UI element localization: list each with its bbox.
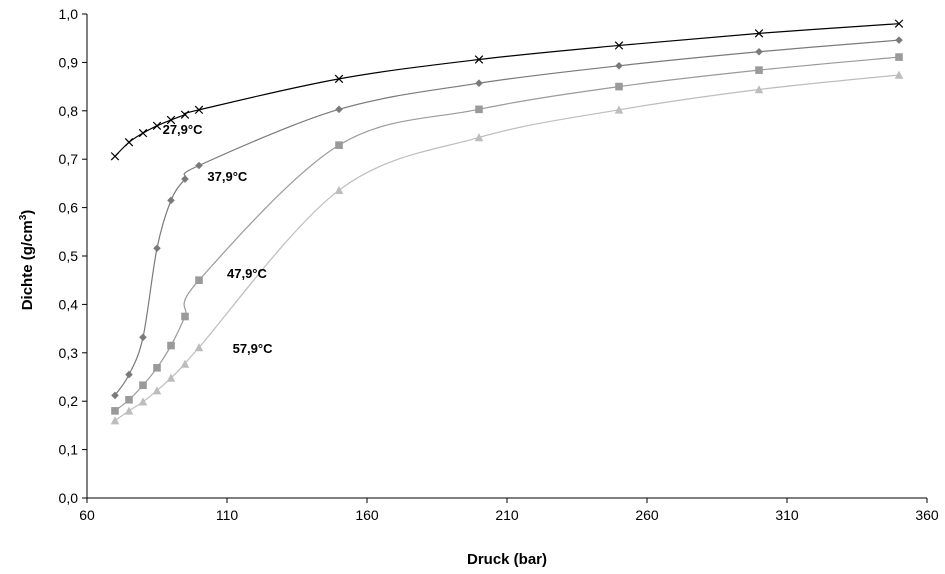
data-point-square — [153, 364, 161, 372]
data-point-square — [195, 276, 203, 284]
data-point-square — [895, 53, 903, 61]
series-line — [114, 39, 900, 396]
data-point-x-stroke — [334, 74, 344, 84]
x-tick-label: 160 — [355, 507, 379, 523]
data-point-triangle — [138, 397, 148, 406]
data-point-x — [166, 115, 176, 125]
markers — [110, 19, 904, 425]
series-label: 37,9°C — [207, 169, 248, 184]
data-point-triangle — [166, 373, 176, 382]
data-point-triangle — [194, 343, 204, 352]
x-axis-title: Druck (bar) — [467, 551, 547, 568]
data-point-x-stroke — [474, 55, 484, 64]
axes: 0,0 0,1 0,2 0,3 0,4 0,5 0,6 0,7 0,8 0,9 1,0 60 110 16… — [59, 6, 939, 523]
data-point-triangle — [152, 386, 162, 395]
y-tick-label: 0,4 — [59, 296, 79, 312]
data-point-triangle — [334, 185, 344, 194]
data-point-square — [755, 66, 763, 74]
data-point-triangle — [124, 406, 134, 415]
data-point-x — [194, 105, 204, 115]
series-line — [114, 74, 900, 422]
series-label: 47,9°C — [227, 266, 268, 281]
data-point-diamond — [111, 391, 119, 400]
data-point-x-stroke — [166, 115, 176, 125]
data-point-x — [894, 19, 904, 28]
data-point-square — [111, 407, 119, 415]
data-point-x-stroke — [194, 105, 204, 115]
series-label: 27,9°C — [163, 122, 204, 137]
data-point-square — [181, 312, 189, 321]
series-line — [114, 56, 900, 412]
data-point-x — [152, 121, 162, 131]
data-point-diamond — [755, 47, 763, 56]
data-point-triangle — [110, 416, 120, 425]
data-point-x — [180, 110, 190, 119]
data-point-x-stroke — [894, 19, 904, 28]
curves — [114, 23, 900, 422]
y-axis-title: Dichte (g/cm3) — [18, 210, 36, 311]
series-label: 57,9°C — [233, 341, 274, 356]
data-point-triangle — [894, 70, 904, 79]
data-point-triangle — [614, 105, 624, 114]
y-tick-label: 0,8 — [59, 103, 79, 119]
data-point-diamond — [139, 333, 147, 342]
data-point-x — [110, 152, 120, 161]
data-point-diamond — [195, 161, 203, 170]
data-point-diamond — [335, 105, 343, 114]
x-tick-label: 60 — [79, 507, 95, 523]
data-point-triangle — [180, 359, 190, 368]
data-point-diamond — [125, 370, 133, 379]
data-point-x — [614, 41, 624, 50]
y-tick-label: 0,0 — [59, 490, 79, 506]
y-tick-label: 0,2 — [59, 393, 79, 409]
data-point-x-stroke — [124, 138, 134, 147]
data-point-square — [615, 82, 623, 91]
data-point-triangle — [754, 85, 764, 94]
data-point-x-stroke — [754, 29, 764, 38]
data-point-square — [139, 381, 147, 390]
data-point-diamond — [615, 61, 623, 70]
data-point-square — [475, 105, 483, 114]
data-point-x — [124, 138, 134, 147]
x-tick-label: 310 — [775, 507, 799, 523]
data-point-x — [334, 74, 344, 84]
data-point-square — [335, 141, 343, 149]
y-tick-label: 0,6 — [59, 200, 79, 216]
series-line — [114, 23, 900, 157]
data-point-triangle — [474, 133, 484, 142]
data-point-square — [125, 395, 133, 404]
data-point-diamond — [181, 175, 189, 183]
data-point-x-stroke — [138, 128, 148, 138]
x-tick-label: 210 — [495, 507, 519, 523]
data-point-diamond — [153, 244, 161, 253]
x-tick-label: 260 — [635, 507, 659, 523]
data-point-diamond — [167, 196, 175, 205]
data-point-x — [138, 128, 148, 138]
data-point-x-stroke — [110, 152, 120, 161]
data-point-diamond — [475, 79, 483, 88]
y-tick-label: 0,3 — [59, 345, 79, 361]
y-tick-label: 0,9 — [59, 54, 79, 70]
y-tick-label: 0,7 — [59, 151, 79, 167]
y-tick-label: 0,5 — [59, 248, 79, 264]
y-tick-label: 1,0 — [59, 6, 79, 22]
data-point-x-stroke — [152, 121, 162, 131]
data-point-x-stroke — [180, 110, 190, 119]
data-point-x — [754, 29, 764, 38]
data-point-x-stroke — [614, 41, 624, 50]
x-tick-label: 110 — [216, 507, 239, 523]
x-tick-label: 360 — [915, 507, 939, 523]
y-tick-label: 0,1 — [59, 442, 79, 458]
data-point-x — [474, 55, 484, 64]
series-labels: 27,9°C 37,9°C 47,9°C 57,9°C — [163, 122, 274, 356]
data-point-diamond — [895, 36, 903, 44]
data-point-square — [167, 341, 175, 350]
